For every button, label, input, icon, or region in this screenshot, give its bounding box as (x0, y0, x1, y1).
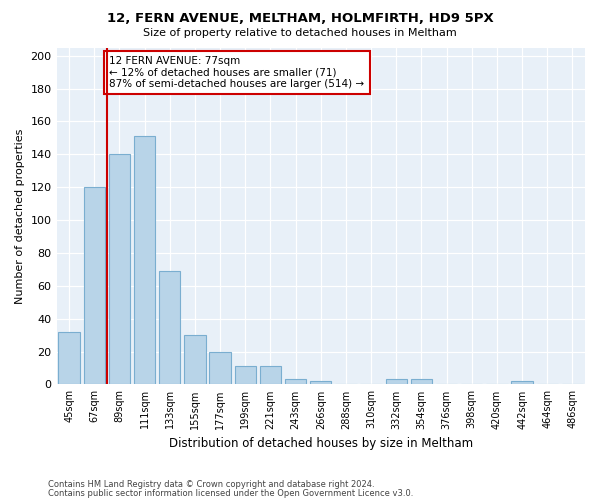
Bar (109, 154, 130, 384)
Bar (58, 332, 80, 384)
Bar (83, 187, 105, 384)
Y-axis label: Number of detached properties: Number of detached properties (15, 128, 25, 304)
Bar (411, 380, 432, 384)
Bar (310, 381, 331, 384)
Bar (134, 136, 155, 384)
Text: 12, FERN AVENUE, MELTHAM, HOLMFIRTH, HD9 5PX: 12, FERN AVENUE, MELTHAM, HOLMFIRTH, HD9… (107, 12, 493, 26)
Bar (386, 380, 407, 384)
Bar (209, 352, 231, 384)
Text: Contains public sector information licensed under the Open Government Licence v3: Contains public sector information licen… (48, 488, 413, 498)
Text: 12 FERN AVENUE: 77sqm
← 12% of detached houses are smaller (71)
87% of semi-deta: 12 FERN AVENUE: 77sqm ← 12% of detached … (109, 56, 365, 89)
Bar (511, 381, 533, 384)
Bar (260, 366, 281, 384)
Bar (235, 366, 256, 384)
Bar (159, 271, 181, 384)
Bar (184, 335, 206, 384)
X-axis label: Distribution of detached houses by size in Meltham: Distribution of detached houses by size … (169, 437, 473, 450)
Bar (285, 380, 307, 384)
Text: Size of property relative to detached houses in Meltham: Size of property relative to detached ho… (143, 28, 457, 38)
Text: Contains HM Land Registry data © Crown copyright and database right 2024.: Contains HM Land Registry data © Crown c… (48, 480, 374, 489)
